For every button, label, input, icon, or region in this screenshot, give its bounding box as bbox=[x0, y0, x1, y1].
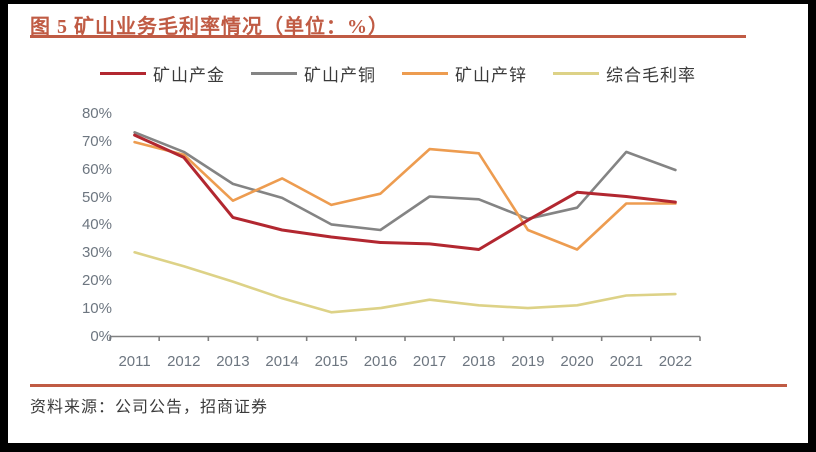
legend-label: 矿山产锌 bbox=[455, 65, 527, 85]
series-line-zinc bbox=[133, 140, 677, 251]
chart-title: 图 5 矿山业务毛利率情况（单位：%） bbox=[30, 16, 389, 38]
x-axis-label: 2016 bbox=[363, 353, 398, 370]
footer-rule bbox=[30, 384, 787, 387]
legend-line-swatch-icon bbox=[251, 71, 297, 75]
x-axis-label: 2017 bbox=[412, 353, 447, 370]
x-axis-label: 2021 bbox=[609, 353, 643, 370]
y-axis-label: 50% bbox=[81, 188, 112, 206]
legend-item-3: 综合毛利率 bbox=[553, 61, 696, 86]
y-axis-label: 20% bbox=[81, 272, 112, 290]
legend-label: 矿山产金 bbox=[153, 65, 225, 85]
series-line-copper bbox=[133, 131, 677, 232]
legend-line-swatch-icon bbox=[100, 71, 146, 75]
series-line-composite bbox=[133, 251, 677, 314]
y-axis-label: 0% bbox=[90, 328, 112, 345]
x-axis-label: 2018 bbox=[462, 353, 496, 370]
source-text: 资料来源：公司公告，招商证券 bbox=[30, 399, 269, 416]
x-axis-label: 2014 bbox=[265, 353, 299, 370]
y-axis-label: 30% bbox=[81, 244, 112, 262]
legend-line-swatch-icon bbox=[553, 71, 599, 75]
line-chart-plot bbox=[109, 131, 701, 341]
x-axis-label: 2013 bbox=[216, 353, 250, 370]
y-axis-label: 40% bbox=[81, 216, 112, 234]
legend-line-swatch-icon bbox=[402, 71, 448, 75]
chart-legend: 矿山产金 矿山产铜 矿山产锌 综合毛利率 bbox=[100, 61, 696, 85]
y-axis-label: 70% bbox=[81, 132, 112, 150]
legend-label: 矿山产铜 bbox=[304, 65, 376, 85]
report-figure: 图 5 矿山业务毛利率情况（单位：%） 矿山产金 矿山产铜 矿山产锌 综合毛利率 0%… bbox=[8, 4, 808, 443]
x-axis-label: 2022 bbox=[658, 353, 693, 370]
x-axis-label: 2012 bbox=[167, 353, 201, 370]
legend-label: 综合毛利率 bbox=[606, 65, 696, 85]
x-axis-label: 2019 bbox=[511, 353, 545, 370]
legend-item-2: 矿山产锌 bbox=[402, 61, 527, 86]
legend-item-0: 矿山产金 bbox=[100, 61, 225, 86]
x-axis-label: 2011 bbox=[118, 353, 151, 370]
y-axis-label: 10% bbox=[81, 300, 112, 318]
y-axis-label: 60% bbox=[81, 160, 112, 178]
x-axis-label: 2020 bbox=[560, 353, 594, 370]
title-underline bbox=[30, 35, 746, 38]
legend-item-1: 矿山产铜 bbox=[251, 61, 376, 86]
x-axis-label: 2015 bbox=[314, 353, 348, 370]
y-axis-label: 80% bbox=[81, 104, 112, 122]
series-line-gold bbox=[133, 133, 677, 251]
